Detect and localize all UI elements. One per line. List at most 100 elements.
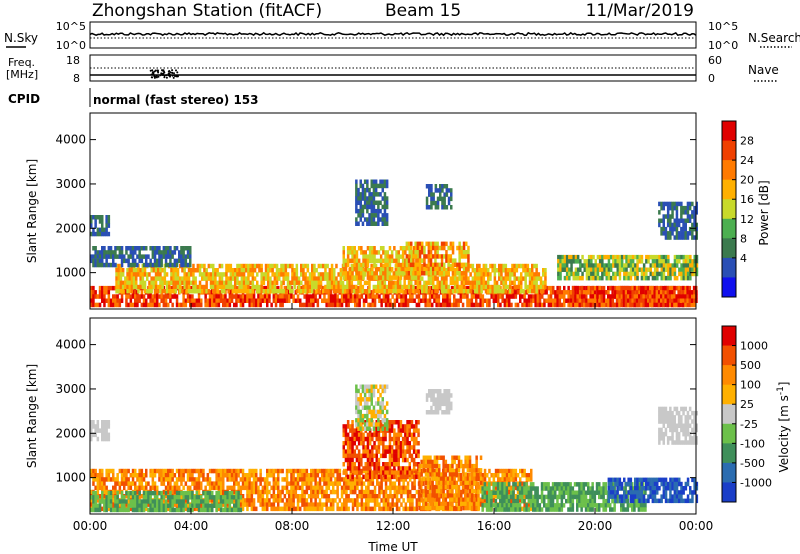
heatmap-cell	[366, 187, 369, 193]
heatmap-cell	[239, 294, 243, 299]
heatmap-cell	[291, 289, 294, 294]
heatmap-cell	[236, 289, 239, 294]
heatmap-cell	[151, 262, 155, 268]
heatmap-cell	[384, 254, 387, 259]
heatmap-cell	[105, 489, 108, 495]
heatmap-cell	[384, 302, 388, 308]
heatmap-cell	[572, 271, 575, 277]
heatmap-cell	[620, 298, 623, 303]
heatmap-cell	[325, 302, 328, 308]
heatmap-cell	[647, 267, 650, 272]
heatmap-cell	[335, 263, 338, 269]
heatmap-cell	[119, 268, 123, 273]
heatmap-cell	[405, 271, 409, 276]
heatmap-cell	[149, 302, 152, 308]
heatmap-cell	[531, 284, 534, 290]
heatmap-cell	[535, 268, 538, 273]
heatmap-cell	[285, 290, 289, 295]
heatmap-cell	[229, 284, 233, 290]
heatmap-cell	[688, 226, 692, 232]
heatmap-cell	[129, 506, 133, 512]
heatmap-cell	[664, 231, 668, 236]
heatmap-cell	[268, 481, 271, 486]
heatmap-cell	[136, 298, 139, 303]
heatmap-cell	[219, 477, 223, 482]
heatmap-cell	[173, 473, 177, 478]
heatmap-cell	[651, 254, 655, 260]
power-x-ticks	[89, 303, 697, 309]
heatmap-cell	[391, 294, 394, 299]
heatmap-cell	[475, 294, 478, 299]
heatmap-cell	[528, 272, 532, 277]
heatmap-cell	[629, 285, 632, 291]
heatmap-cell	[579, 267, 582, 272]
heatmap-cell	[637, 290, 641, 295]
heatmap-cell	[424, 298, 427, 303]
heatmap-cell	[371, 489, 375, 495]
heatmap-cell	[153, 468, 157, 474]
heatmap-cell	[194, 280, 197, 286]
heatmap-cell	[390, 284, 393, 290]
heatmap-cell	[686, 275, 690, 281]
heatmap-cell	[614, 254, 617, 260]
heatmap-cell	[132, 284, 136, 290]
heatmap-cell	[509, 276, 512, 281]
heatmap-cell	[662, 290, 665, 295]
heatmap-cell	[476, 263, 479, 269]
heatmap-cell	[407, 289, 411, 294]
heatmap-cell	[432, 276, 435, 281]
heatmap-cell	[345, 294, 348, 299]
heatmap-cell	[314, 473, 317, 478]
heatmap-cell	[580, 302, 584, 308]
heatmap-cell	[627, 285, 630, 291]
heatmap-cell	[680, 231, 683, 236]
heatmap-cell	[658, 222, 661, 228]
heatmap-cell	[267, 276, 270, 281]
heatmap-cell	[280, 263, 283, 269]
heatmap-cell	[251, 268, 255, 273]
heatmap-cell	[247, 272, 250, 277]
heatmap-cell	[366, 280, 369, 286]
heatmap-cell	[623, 275, 626, 281]
heatmap-cell	[526, 272, 530, 277]
heatmap-cell	[383, 204, 387, 210]
heatmap-cell	[227, 284, 230, 290]
heatmap-cell	[120, 250, 124, 255]
heatmap-cell	[174, 289, 178, 294]
heatmap-cell	[445, 205, 449, 210]
heatmap-cell	[316, 468, 320, 474]
heatmap-cell	[426, 481, 430, 486]
heatmap-cell	[293, 272, 296, 277]
heatmap-cell	[178, 302, 181, 308]
heatmap-cell	[622, 302, 625, 308]
heatmap-cell	[306, 280, 310, 286]
heatmap-cell	[347, 294, 350, 299]
heatmap-cell	[605, 275, 608, 281]
heatmap-cell	[261, 489, 265, 495]
heatmap-cell	[142, 254, 146, 259]
heatmap-cell	[229, 272, 233, 277]
heatmap-cell	[308, 272, 312, 277]
heatmap-cell	[142, 302, 146, 308]
heatmap-cell	[400, 302, 403, 308]
heatmap-cell	[324, 272, 327, 277]
heatmap-cell	[527, 298, 531, 303]
heatmap-cell	[634, 275, 637, 281]
heatmap-cell	[226, 473, 229, 478]
heatmap-cell	[330, 280, 334, 286]
heatmap-cell	[362, 302, 366, 308]
heatmap-cell	[371, 275, 374, 280]
heatmap-cell	[481, 302, 485, 308]
heatmap-cell	[277, 485, 280, 491]
heatmap-cell	[241, 498, 245, 503]
heatmap-cell	[572, 298, 575, 303]
heatmap-cell	[215, 468, 218, 474]
heatmap-cell	[251, 272, 255, 277]
heatmap-cell	[197, 477, 201, 482]
heatmap-cell	[189, 477, 192, 482]
heatmap-cell	[360, 250, 363, 255]
heatmap-cell	[570, 259, 573, 264]
heatmap-cell	[327, 506, 331, 512]
heatmap-cell	[396, 284, 400, 290]
heatmap-cell	[235, 468, 238, 474]
